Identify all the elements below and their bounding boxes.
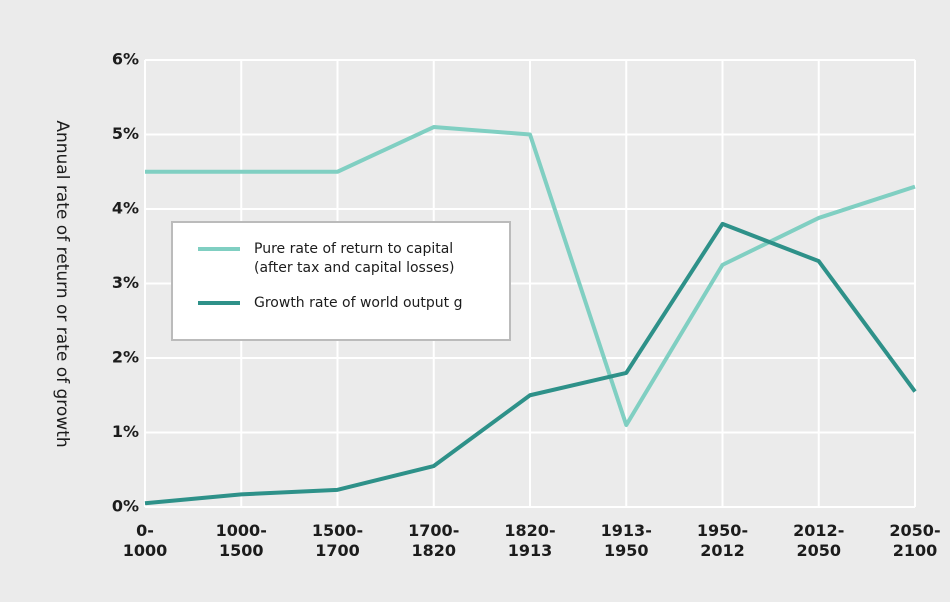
- line-series: [145, 125, 916, 428]
- x-tick-label: 1950-2012: [697, 521, 748, 560]
- y-tick-label: 3%: [112, 273, 139, 292]
- y-tick-label: 1%: [112, 422, 139, 441]
- line-series: [144, 221, 917, 506]
- y-tick-label: 5%: [112, 124, 139, 143]
- x-tick-label: 2050-2100: [889, 521, 940, 560]
- x-tick-label: 2012-2050: [793, 521, 844, 560]
- x-tick-label: 1500-1700: [312, 521, 363, 560]
- legend-box: [171, 221, 511, 341]
- x-tick-label: 1000-1500: [216, 521, 267, 560]
- legend-label: Growth rate of world output g: [254, 295, 462, 311]
- y-tick-label: 0%: [112, 497, 139, 516]
- x-tick-label: 1913-1950: [601, 521, 652, 560]
- y-axis-label: Annual rate of return or rate of growth: [52, 120, 72, 447]
- y-tick-label: 6%: [112, 50, 139, 69]
- x-tick-label: 0-1000: [123, 521, 168, 560]
- legend-label: Pure rate of return to capital (after tax…: [254, 241, 455, 276]
- y-tick-label: 4%: [112, 199, 139, 218]
- y-tick-label: 2%: [112, 348, 139, 367]
- x-tick-label: 1700-1820: [408, 521, 459, 560]
- x-tick-label: 1820-1913: [504, 521, 555, 560]
